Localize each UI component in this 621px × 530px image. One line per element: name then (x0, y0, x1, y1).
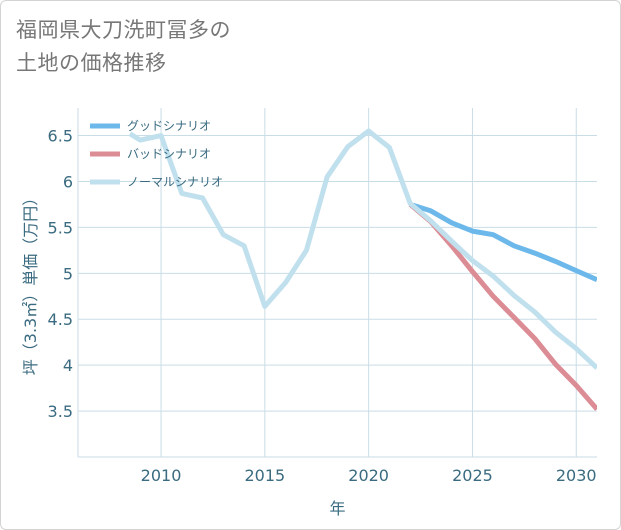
series-lines (128, 128, 597, 411)
x-tick-label: 2015 (244, 466, 285, 485)
y-tick-label: 6.5 (48, 127, 73, 146)
x-tick-label: 2020 (348, 466, 389, 485)
x-tick-label: 2010 (141, 466, 182, 485)
legend-label: バッドシナリオ (127, 147, 211, 161)
tick-labels: 2010 2015 2020 2025 2030 3.5 4 4.5 5 5.5 6 6.5 (48, 127, 597, 485)
y-tick-label: 4 (63, 356, 73, 375)
x-tick-label: 2025 (452, 466, 493, 485)
chart-title: 福岡県大刀洗町冨多の 土地の価格推移 (16, 14, 231, 80)
legend-label: ノーマルシナリオ (127, 175, 223, 189)
grid (78, 108, 597, 457)
plot-area-border (77, 108, 597, 458)
series-line-2 (408, 202, 597, 411)
y-tick-label: 6 (63, 172, 73, 191)
series-line-1 (409, 202, 597, 282)
y-tick-label: 5.5 (48, 218, 73, 237)
legend-label: グッドシナリオ (127, 119, 211, 133)
chart-title-line-1: 福岡県大刀洗町冨多の (16, 18, 231, 42)
x-tick-label: 2030 (556, 466, 597, 485)
y-tick-label: 4.5 (48, 310, 73, 329)
chart-title-line-2: 土地の価格推移 (16, 51, 167, 75)
y-tick-label: 5 (63, 264, 73, 283)
y-axis-label: 坪（3.3㎡）単価（万円） (21, 190, 40, 375)
y-tick-label: 3.5 (48, 402, 73, 421)
series-line-3 (128, 128, 597, 370)
x-axis-label: 年 (329, 499, 345, 518)
